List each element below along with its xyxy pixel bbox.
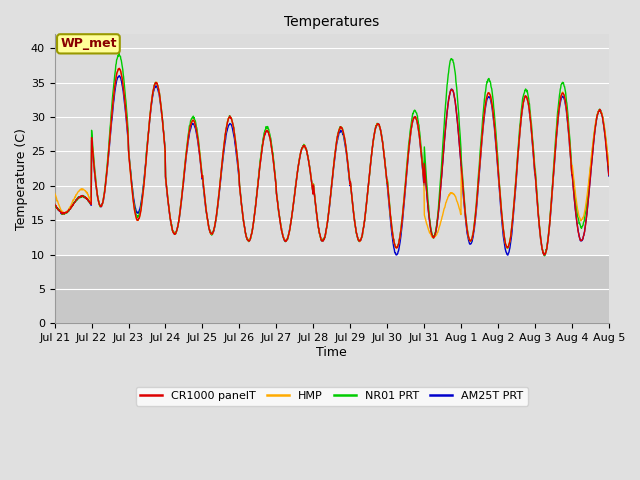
Legend: CR1000 panelT, HMP, NR01 PRT, AM25T PRT: CR1000 panelT, HMP, NR01 PRT, AM25T PRT [136,387,528,406]
X-axis label: Time: Time [316,346,347,359]
Title: Temperatures: Temperatures [284,15,380,29]
Bar [54,254,609,324]
Text: WP_met: WP_met [60,37,116,50]
Y-axis label: Temperature (C): Temperature (C) [15,128,28,230]
